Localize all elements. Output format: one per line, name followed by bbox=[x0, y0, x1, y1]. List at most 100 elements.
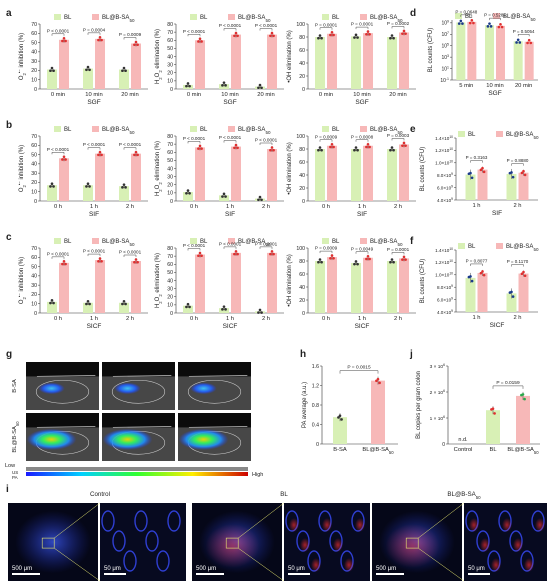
legend-e-label-blab: BL@B-SA50 bbox=[506, 132, 539, 140]
bar bbox=[516, 395, 530, 444]
legend-a1-label-blab: BL@B-SA50 bbox=[238, 15, 271, 23]
data-point bbox=[50, 182, 54, 186]
bar-blab bbox=[524, 41, 534, 80]
y-tick-label: 1.4×1010 bbox=[435, 135, 453, 141]
significance-bracket bbox=[223, 140, 237, 143]
y-tick-label: 0 bbox=[170, 311, 173, 317]
p-value: P = 0.3163 bbox=[466, 155, 488, 160]
legend-e-label-bl: BL bbox=[468, 132, 476, 138]
x-tick-label: 1 h bbox=[90, 204, 98, 210]
y-tick-label: 40 bbox=[31, 162, 37, 168]
y-tick-label: 1.2×1010 bbox=[435, 147, 453, 153]
scale-bar-label: 500 μm bbox=[196, 566, 216, 572]
legend-c0-swatch-blab bbox=[92, 238, 99, 244]
significance-bracket bbox=[319, 27, 333, 30]
tissue-layer bbox=[102, 376, 175, 410]
data-point bbox=[85, 185, 88, 188]
legend-b1-label-bl: BL bbox=[200, 127, 208, 133]
bar bbox=[371, 380, 385, 444]
data-point bbox=[486, 25, 490, 28]
bar-bl bbox=[219, 84, 229, 89]
data-point bbox=[332, 33, 335, 37]
legend-a0-swatch-blab bbox=[92, 14, 99, 20]
y-tick-label: 70 bbox=[31, 246, 37, 252]
x-tick-label: 1 h bbox=[472, 315, 480, 321]
data-point bbox=[64, 158, 67, 161]
data-point bbox=[61, 158, 64, 161]
p-value: P = 0.0001 bbox=[387, 247, 410, 252]
bar-bl bbox=[387, 149, 397, 201]
data-point bbox=[318, 146, 322, 149]
bar-bl bbox=[119, 186, 129, 201]
y-tick-label: 60 bbox=[31, 255, 37, 261]
image-title: Control bbox=[90, 491, 110, 498]
data-point bbox=[356, 148, 359, 152]
group-label: SGF bbox=[87, 99, 100, 106]
bacteria-signal bbox=[311, 558, 321, 572]
significance-bracket bbox=[187, 34, 201, 37]
data-point bbox=[100, 259, 103, 263]
y-axis-label: •OH elimination (%) bbox=[287, 142, 293, 194]
significance-bracket bbox=[187, 248, 201, 251]
data-point bbox=[511, 175, 515, 179]
bacteria-signal bbox=[535, 518, 545, 532]
x-tick-label: 5 min bbox=[459, 83, 473, 89]
bar-blab bbox=[496, 25, 505, 80]
zoom-box bbox=[225, 537, 239, 549]
data-point bbox=[236, 252, 239, 256]
bar-bl bbox=[315, 261, 325, 313]
p-value: P = 0.8077 bbox=[466, 258, 488, 263]
y-tick-label: 50 bbox=[167, 158, 173, 164]
group-label: SGF bbox=[223, 99, 236, 106]
x-tick-label: 1 h bbox=[226, 316, 234, 322]
legend-b0-label-bl: BL bbox=[64, 127, 72, 133]
data-point bbox=[470, 176, 474, 180]
y-tick-label: 8.0×109 bbox=[437, 284, 453, 290]
x-tick-label: BL@B-SA50 bbox=[507, 447, 539, 455]
data-point bbox=[499, 23, 502, 26]
data-point bbox=[366, 142, 370, 146]
crypt bbox=[156, 550, 170, 572]
p-value: P < 0.0001 bbox=[219, 241, 242, 246]
significance-bracket bbox=[223, 246, 237, 249]
bar-blab bbox=[231, 252, 241, 313]
legend-b0-swatch-blab bbox=[92, 126, 99, 132]
y-tick-label: 2 × 106 bbox=[430, 389, 445, 396]
bar-bl bbox=[183, 192, 193, 201]
p-value: P = 0.0001 bbox=[315, 22, 338, 27]
scale-bar bbox=[12, 573, 40, 575]
data-point bbox=[124, 302, 127, 306]
scale-bar-label: 50 μm bbox=[288, 566, 305, 572]
y-tick-label: 40 bbox=[167, 54, 173, 60]
legend-a0-label-bl: BL bbox=[64, 15, 72, 21]
data-point bbox=[402, 141, 406, 145]
bar-bl bbox=[119, 302, 129, 313]
bar-bl bbox=[351, 262, 361, 313]
data-point bbox=[401, 258, 404, 261]
data-point bbox=[197, 40, 200, 43]
bar-bl bbox=[315, 149, 325, 201]
y-tick-label: 100 bbox=[296, 22, 305, 28]
data-point bbox=[320, 36, 323, 40]
tissue-layer bbox=[178, 376, 251, 410]
panel-letter-i: i bbox=[6, 484, 9, 495]
data-point bbox=[401, 32, 404, 35]
data-point bbox=[224, 308, 227, 311]
y-tick-label: 20 bbox=[299, 186, 305, 192]
legend-c2-label-bl: BL bbox=[332, 239, 340, 245]
data-point bbox=[98, 257, 102, 260]
data-point bbox=[186, 82, 190, 85]
data-point bbox=[272, 34, 275, 38]
significance-bracket bbox=[355, 26, 369, 30]
group-label: SIF bbox=[225, 211, 235, 218]
data-point bbox=[134, 258, 138, 261]
data-point bbox=[389, 36, 392, 40]
data-point bbox=[234, 143, 238, 147]
y-tick-label: 1.4×1010 bbox=[435, 247, 453, 253]
bar-blab bbox=[131, 43, 141, 89]
not-detected-label: n.d. bbox=[458, 437, 468, 443]
data-point bbox=[97, 38, 100, 42]
y-tick-label: 105 bbox=[441, 43, 449, 50]
y-tick-label: 20 bbox=[299, 298, 305, 304]
significance-bracket bbox=[511, 264, 524, 267]
